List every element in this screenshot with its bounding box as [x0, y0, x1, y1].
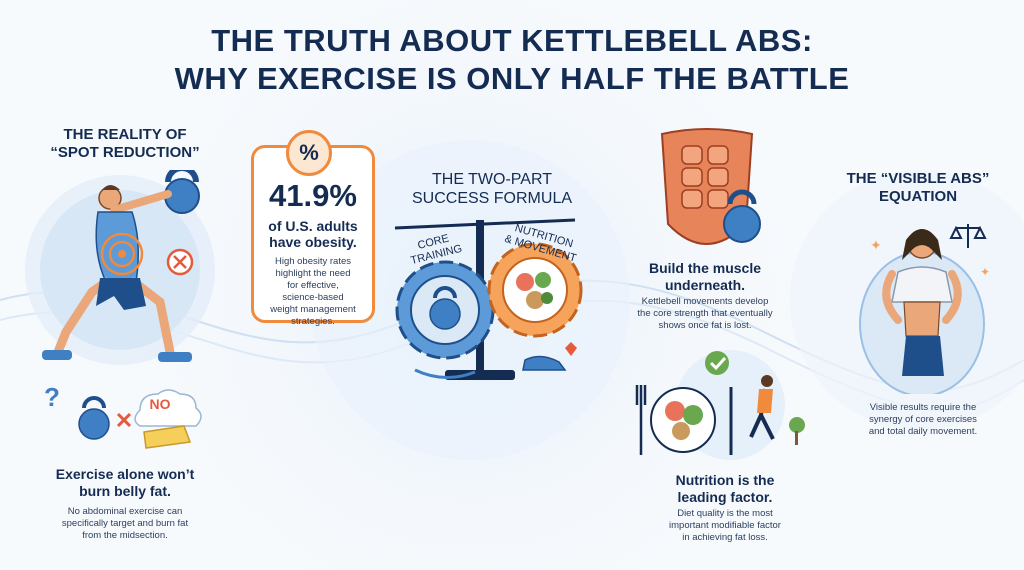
obesity-desc-line-1: High obesity rates — [274, 256, 352, 267]
title-line-2: WHY EXERCISE IS ONLY HALF THE BATTLE — [174, 61, 850, 96]
arrow-icon — [414, 368, 476, 379]
kettlebell-swing-illustration — [40, 170, 200, 362]
fit-woman-illustration: ✦ ✦ — [859, 224, 990, 394]
nutrition-desc-line-3: in achieving fat loss. — [682, 532, 768, 543]
build-muscle-caption-line-2: underneath. — [664, 277, 746, 293]
spot-reduction-desc-line-1: No abdominal exercise can — [67, 506, 183, 517]
sneaker-icon — [522, 355, 567, 371]
spot-reduction-heading: THE REALITY OF “SPOT REDUCTION” — [40, 126, 210, 162]
checkmark-icon — [705, 351, 729, 375]
spot-reduction-desc-line-3: from the midsection. — [82, 530, 168, 541]
visible-abs-heading-line-2: EQUATION — [878, 188, 958, 205]
build-muscle-description: Kettlebell movements develop the core st… — [615, 296, 795, 332]
nutrition-desc-line-1: Diet quality is the most — [677, 508, 773, 519]
build-muscle-caption-line-1: Build the muscle — [648, 260, 762, 276]
obesity-stat-value: 41.9% — [269, 178, 357, 213]
thought-bubble-illustration: ? — [44, 382, 202, 449]
plate-icon — [650, 387, 716, 453]
cloud-icon — [134, 389, 202, 427]
spot-reduction-heading-line-1: THE REALITY OF — [63, 126, 187, 143]
obesity-desc-line-4: science-based — [282, 292, 344, 303]
formula-heading: THE TWO-PART SUCCESS FORMULA — [392, 170, 592, 208]
spot-reduction-caption-line-1: Exercise alone won’t — [55, 466, 195, 482]
core-training-gear-icon — [395, 260, 495, 360]
nutrition-desc-line-2: important modifiable factor — [669, 520, 781, 531]
kettlebell-icon — [723, 189, 761, 243]
fork-icon — [635, 385, 647, 455]
balance-scale-icon — [949, 224, 987, 248]
heart-icon — [565, 342, 577, 356]
build-muscle-desc-line-1: Kettlebell movements develop — [641, 296, 769, 307]
tree-icon — [789, 417, 805, 445]
visible-abs-heading: THE “VISIBLE ABS” EQUATION — [828, 170, 1008, 206]
build-muscle-caption: Build the muscle underneath. — [625, 260, 785, 294]
spot-reduction-caption: Exercise alone won’t burn belly fat. — [25, 466, 225, 500]
obesity-desc-line-3: for effective, — [287, 280, 339, 291]
nutrition-walk-illustration — [635, 350, 805, 460]
visible-abs-desc-line-3: and total daily movement. — [868, 426, 978, 437]
title-line-1: THE TRUTH ABOUT KETTLEBELL ABS: — [211, 23, 813, 58]
spot-reduction-heading-line-2: “SPOT REDUCTION” — [50, 144, 200, 161]
sparkle-icon-2: ✦ — [980, 265, 990, 279]
percent-icon: % — [286, 130, 332, 176]
formula-heading-line-2: SUCCESS FORMULA — [411, 190, 573, 207]
cross-icon — [116, 412, 132, 428]
question-mark-icon: ? — [44, 382, 60, 412]
spot-reduction-desc-line-2: specifically target and burn fat — [61, 518, 189, 529]
spot-reduction-caption-line-2: burn belly fat. — [79, 483, 171, 499]
walking-person-icon — [749, 375, 775, 440]
obesity-desc-line-6: strategies. — [291, 316, 335, 327]
visible-abs-desc-line-1: Visible results require the — [869, 402, 977, 413]
build-muscle-desc-line-2: the core strength that eventually — [637, 308, 773, 319]
no-label: NO — [149, 396, 171, 412]
obesity-stat-label-line-2: have obesity. — [269, 234, 357, 250]
obesity-stat-description: High obesity rates highlight the need fo… — [260, 256, 366, 328]
kettlebell-small-icon — [78, 396, 110, 440]
butter-fat-icon — [143, 425, 192, 449]
formula-heading-line-1: THE TWO-PART — [432, 171, 552, 188]
nutrition-caption-line-2: leading factor. — [677, 489, 773, 505]
abs-muscle-illustration — [660, 128, 761, 245]
obesity-desc-line-5: weight management — [270, 304, 356, 315]
target-icon — [100, 232, 144, 276]
build-muscle-desc-line-3: shows once fat is lost. — [658, 320, 752, 331]
spot-reduction-description: No abdominal exercise can specifically t… — [25, 506, 225, 542]
nutrition-gear-icon — [487, 242, 583, 338]
page-title: THE TRUTH ABOUT KETTLEBELL ABS: WHY EXER… — [0, 22, 1024, 98]
visible-abs-desc-line-2: synergy of core exercises — [869, 414, 977, 425]
visible-abs-description: Visible results require the synergy of c… — [838, 402, 1008, 438]
sparkle-icon: ✦ — [870, 237, 882, 253]
nutrition-caption: Nutrition is the leading factor. — [635, 472, 815, 506]
balance-scale-illustration — [394, 218, 583, 380]
no-icon — [166, 248, 194, 276]
obesity-stat-label: of U.S. adults have obesity. — [254, 218, 372, 250]
visible-abs-heading-line-1: THE “VISIBLE ABS” — [846, 170, 990, 187]
obesity-stat-label-line-1: of U.S. adults — [268, 218, 358, 234]
obesity-desc-line-2: highlight the need — [275, 268, 351, 279]
nutrition-description: Diet quality is the most important modif… — [625, 508, 825, 544]
nutrition-caption-line-1: Nutrition is the — [675, 472, 775, 488]
